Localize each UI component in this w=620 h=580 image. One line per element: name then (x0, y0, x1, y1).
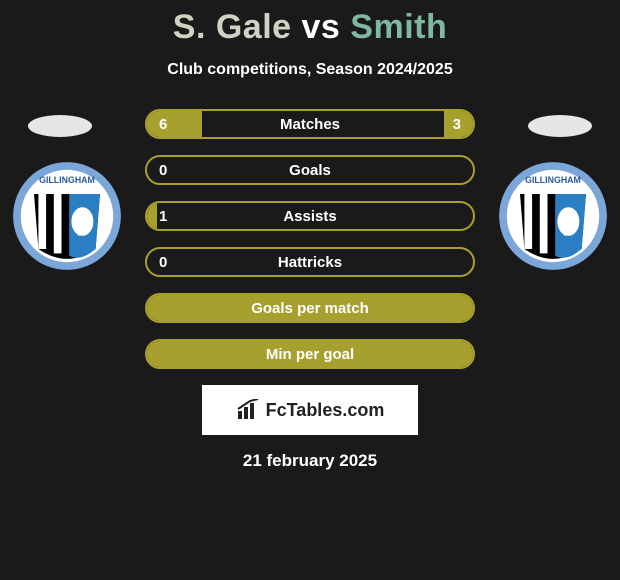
content-area: GILLINGHAM GILLINGHAM Matches63Goals0Ass… (0, 109, 620, 471)
stat-row: Min per goal (145, 339, 475, 369)
svg-text:GILLINGHAM: GILLINGHAM (39, 175, 95, 185)
stat-row: Assists1 (145, 201, 475, 231)
stat-label: Assists (147, 203, 473, 229)
brand-name: FcTables.com (266, 400, 385, 421)
brand-box: FcTables.com (202, 385, 418, 435)
brand-logo-icon (236, 399, 262, 421)
stat-value-left: 0 (159, 157, 167, 183)
comparison-title: S. Gale vs Smith (0, 0, 620, 47)
stat-row: Goals0 (145, 155, 475, 185)
stat-row: Matches6 3 (145, 109, 475, 139)
subtitle: Club competitions, Season 2024/2025 (0, 61, 620, 79)
country-ellipse-right (528, 115, 592, 137)
stat-value-right: 3 (453, 111, 461, 137)
stat-label: Goals per match (147, 295, 473, 321)
stat-label: Min per goal (147, 341, 473, 367)
date-text: 21 february 2025 (0, 451, 620, 471)
stat-label: Matches (147, 111, 473, 137)
player1-name: S. Gale (173, 8, 292, 46)
stat-rows: Matches63Goals0Assists1Hattricks0Goals p… (145, 109, 475, 369)
stat-value-left: 6 (159, 111, 167, 137)
country-ellipse-left (28, 115, 92, 137)
stat-value-left: 0 (159, 249, 167, 275)
stat-row: Goals per match (145, 293, 475, 323)
stat-row: Hattricks0 (145, 247, 475, 277)
stat-value-left: 1 (159, 203, 167, 229)
club-badge-right: GILLINGHAM (498, 161, 608, 271)
club-badge-left: GILLINGHAM (12, 161, 122, 271)
title-vs: vs (302, 8, 341, 46)
stat-label: Hattricks (147, 249, 473, 275)
player2-name: Smith (350, 8, 447, 46)
stat-label: Goals (147, 157, 473, 183)
svg-text:GILLINGHAM: GILLINGHAM (525, 175, 581, 185)
